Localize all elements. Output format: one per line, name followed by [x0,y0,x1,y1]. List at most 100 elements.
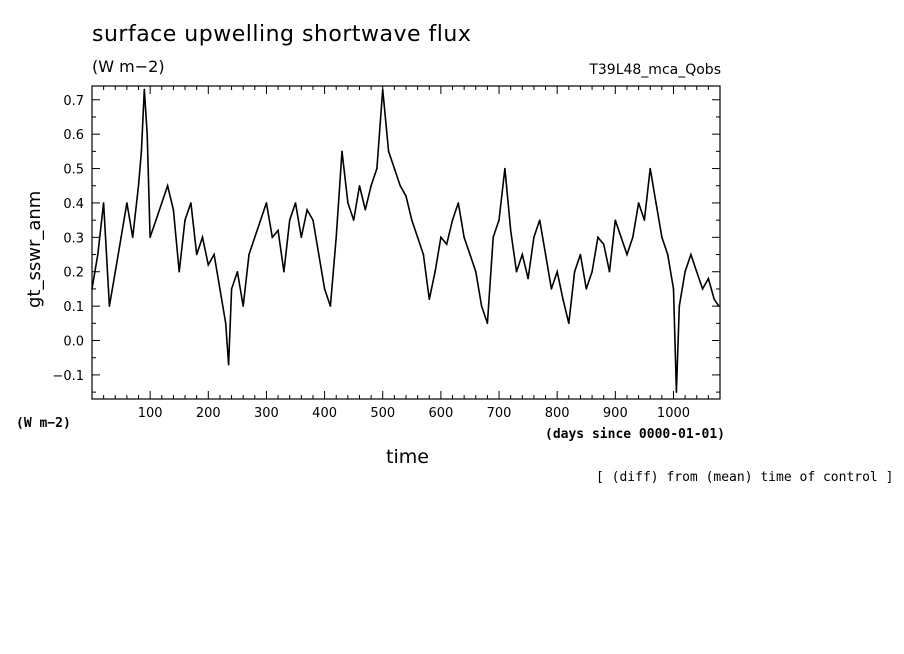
data-point [538,219,541,221]
data-point [131,236,134,239]
data-point [387,150,390,153]
data-point [213,253,215,256]
data-point [393,167,396,170]
x-tick-label: 700 [487,406,512,421]
x-tick-label: 100 [138,406,163,421]
data-point [352,219,355,221]
data-point [190,202,192,204]
data-point [277,229,279,232]
data-point [97,253,99,256]
data-point [451,219,454,221]
data-point [515,270,518,273]
data-point [579,253,582,256]
data-point [527,277,529,280]
data-point [120,236,122,239]
data-point [184,219,186,221]
data-point [626,253,628,256]
data-point [620,236,622,239]
data-point [172,209,175,211]
series-line [91,89,720,393]
data-point [329,305,332,307]
data-point [597,236,599,239]
data-point [504,167,506,170]
data-point [533,236,535,239]
data-point [102,202,105,204]
data-point [480,305,483,307]
data-point [364,209,367,211]
data-point [608,270,611,273]
data-point [422,253,425,256]
data-point [140,150,143,153]
x-tick-label: 600 [428,406,453,421]
data-point [695,270,698,273]
x-tick-label: 200 [196,406,221,421]
data-point [428,298,431,301]
data-point [376,167,378,170]
data-point [544,253,547,256]
data-point [713,298,715,301]
axes: 100 200 300 400 500 600 700 800 900 1000 −0.1 0.0 0.… [52,85,721,421]
data-point [114,270,117,273]
data-point [248,253,250,256]
data-point [585,288,588,290]
data-point [701,288,704,290]
data-point [108,305,111,307]
data-point [411,219,413,221]
data-point [486,322,489,325]
data-point [399,184,401,187]
chart-title: surface upwelling shortwave flux [92,22,472,47]
data-point [358,184,361,187]
data-point [300,236,303,239]
data-point [242,305,244,307]
data-point [637,202,640,204]
data-point [614,219,617,221]
data-point [434,270,436,273]
data-point [341,150,343,153]
y-tick-label: 0.3 [63,231,84,246]
data-point [445,243,448,246]
data-point [126,202,128,204]
data-point [347,202,349,204]
y-axis-units: (W m−2) [16,416,71,431]
y-tick-label: 0.1 [63,300,84,315]
data-point [666,253,669,256]
x-tick-label: 1000 [657,406,690,421]
data-point [143,88,146,91]
data-point [335,236,338,239]
data-point [283,270,285,273]
data-point [416,236,419,239]
y-tick-label: 0.6 [63,128,84,143]
series-0 [91,88,720,393]
data-point [91,288,93,290]
data-point [573,270,576,273]
data-point [323,288,326,290]
data-point [306,209,308,211]
x-tick-label: 800 [545,406,570,421]
data-point [236,270,239,273]
data-point [649,167,652,170]
series-layer [91,88,720,393]
data-point [556,270,558,273]
y-tick-label: 0.2 [63,266,84,281]
data-point [178,270,181,273]
data-point [684,270,686,273]
data-point [469,253,471,256]
data-point [672,288,675,290]
data-point [661,236,663,239]
y-tick-label: −0.1 [52,369,84,384]
data-point [381,88,384,91]
x-tick-label: 500 [370,406,395,421]
y-tick-label: 0.7 [63,94,84,109]
data-point [160,202,163,204]
data-point [227,363,230,366]
x-axis-label: time [386,446,429,468]
data-point [201,236,204,239]
data-point [259,219,262,221]
run-label: T39L48_mca_Qobs [589,62,721,78]
data-point [137,184,140,187]
data-point [370,184,372,187]
data-point [509,229,512,232]
x-axis-units: (days since 0000-01-01) [545,427,726,442]
data-point [195,253,198,256]
